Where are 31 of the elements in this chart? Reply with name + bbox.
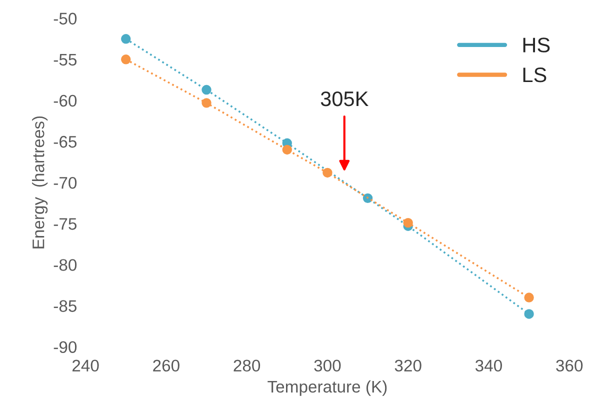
x-tick-label: 320 <box>394 360 422 372</box>
point <box>282 144 292 155</box>
y-tick-label: -55 <box>54 54 77 66</box>
y-tick-label: -90 <box>54 341 77 354</box>
x-tick-label: 240 <box>72 360 99 372</box>
point <box>524 309 534 319</box>
x-tick-label: 300 <box>314 360 341 372</box>
x-axis-title: Temperature (K) <box>268 380 387 396</box>
point <box>322 168 332 178</box>
y-axis-title: Energy (hartrees) <box>32 116 48 248</box>
y-tick-label: -65 <box>54 136 77 148</box>
point <box>362 193 373 204</box>
y-tick-label: -80 <box>54 259 77 271</box>
point <box>403 218 413 228</box>
x-tick-label: 260 <box>153 360 180 372</box>
point <box>121 34 131 44</box>
y-tick-label: -60 <box>54 94 77 107</box>
x-tick-label: 280 <box>234 360 260 372</box>
point <box>202 84 212 95</box>
point <box>524 292 534 302</box>
x-tick-label: 340 <box>475 360 502 372</box>
legend-label: HS <box>523 38 550 52</box>
y-tick-label: -75 <box>54 218 77 230</box>
x-tick-label: 360 <box>556 360 583 372</box>
legend-label: LS <box>523 67 546 82</box>
y-tick-label: -85 <box>54 300 77 312</box>
point <box>202 98 212 108</box>
y-tick-label: -50 <box>54 12 77 25</box>
point <box>121 54 131 64</box>
y-tick-label: -70 <box>54 176 77 189</box>
annotation: 305K <box>320 91 368 106</box>
